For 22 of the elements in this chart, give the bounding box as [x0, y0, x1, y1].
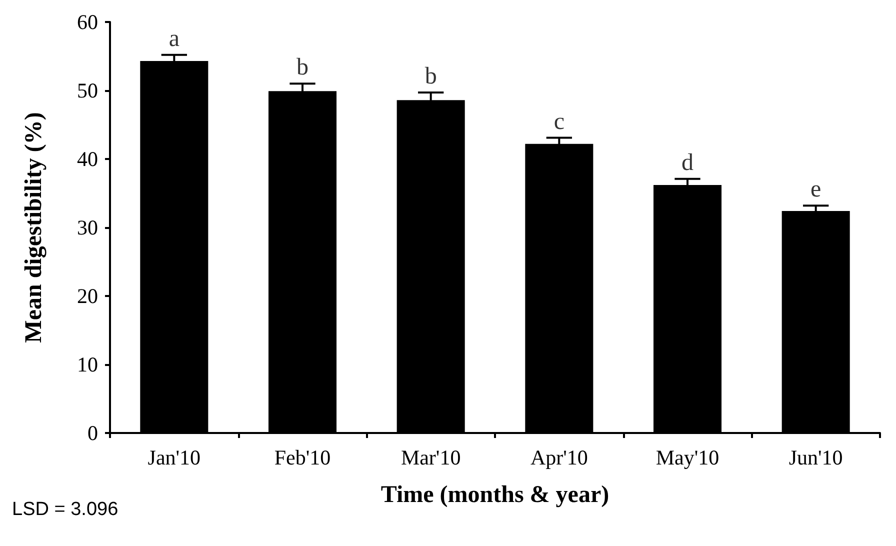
x-tick-label: Jan'10 [148, 446, 201, 470]
annotation: b [424, 64, 437, 90]
annotation: b [296, 54, 308, 81]
x-tick-label: May'10 [656, 446, 720, 470]
annotation: d [682, 150, 694, 176]
y-axis-title: Mean digestibility (%) [21, 112, 47, 343]
x-tick-label: Mar'10 [400, 446, 461, 470]
x-tick-label: Feb'10 [274, 446, 331, 470]
text: LSD = 3.096 [12, 499, 118, 520]
x-tick-label: Jun'10 [788, 446, 843, 470]
y-tick-label: 10 [77, 352, 98, 376]
y-tick-label: 20 [77, 284, 98, 308]
annotation: c [554, 108, 564, 135]
annotation: e [810, 176, 822, 203]
y-tick-label: 30 [77, 216, 98, 240]
y-tick-label: 60 [77, 10, 98, 34]
x-axis-title: Time (months & year) [380, 482, 610, 508]
y-tick-label: 40 [77, 147, 98, 171]
y-tick-label: 50 [77, 78, 98, 102]
x-tick-label: Apr'10 [530, 446, 588, 470]
y-tick-label: 0 [88, 421, 98, 445]
annotation: a [168, 26, 180, 52]
